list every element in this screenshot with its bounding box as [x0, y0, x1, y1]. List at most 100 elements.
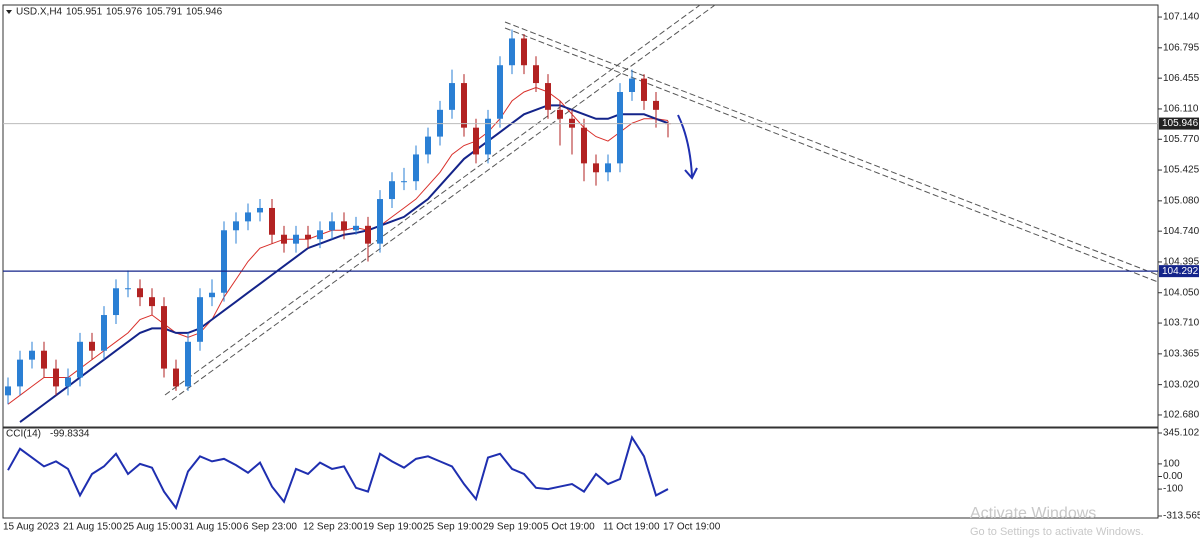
candle-body	[485, 118, 491, 155]
candle-body	[497, 65, 503, 119]
ohlc-open: 105.951	[66, 7, 103, 18]
candle-body	[473, 127, 479, 155]
candle-body	[389, 181, 395, 200]
y-tick-label: 104.740	[1163, 226, 1200, 237]
candle-body	[329, 221, 335, 231]
candle-body	[545, 83, 551, 110]
candle-body	[173, 368, 179, 387]
candle-body	[341, 221, 347, 231]
y-tick-label: 106.455	[1163, 73, 1200, 84]
x-tick-label: 6 Sep 23:00	[243, 522, 297, 533]
x-tick-label: 21 Aug 15:00	[63, 522, 122, 533]
candle-body	[605, 163, 611, 173]
candle-body	[113, 288, 119, 316]
candle-body	[557, 109, 563, 119]
x-tick-label: 11 Oct 19:00	[603, 522, 660, 533]
y-tick-label: 106.110	[1163, 104, 1199, 115]
candle-body	[89, 341, 95, 351]
candle-body	[533, 65, 539, 84]
candle-body	[401, 181, 407, 183]
y-tick-label: 345.102	[1163, 428, 1200, 439]
y-tick-label: 103.365	[1163, 348, 1200, 359]
cci-panel	[2, 427, 1159, 519]
x-tick-label: 25 Sep 19:00	[423, 522, 483, 533]
candle-body	[353, 225, 359, 231]
candle-body	[257, 207, 263, 213]
x-tick-label: 12 Sep 23:00	[303, 522, 363, 533]
candle-body	[281, 234, 287, 244]
watermark-subtitle: Go to Settings to activate Windows.	[970, 526, 1144, 538]
x-tick-label: 31 Aug 15:00	[183, 522, 242, 533]
cci-title: CCI(14)	[6, 429, 41, 440]
candle-body	[377, 199, 383, 244]
candle-body	[29, 350, 35, 360]
menu-icon[interactable]	[6, 10, 12, 14]
y-tick-label: 103.710	[1163, 318, 1200, 329]
candle-body	[581, 127, 587, 164]
y-tick-label: 107.140	[1163, 12, 1200, 23]
candle-body	[629, 78, 635, 92]
candle-body	[209, 292, 215, 298]
y-tick-label: 0.00	[1163, 471, 1183, 482]
y-tick-label: 100	[1163, 459, 1180, 470]
candle-body	[317, 230, 323, 240]
candle-body	[449, 83, 455, 110]
candle-body	[653, 100, 659, 110]
candle-body	[185, 341, 191, 387]
ohlc-close: 105.946	[186, 7, 223, 18]
y-tick-label: 105.770	[1163, 134, 1200, 145]
trend-line	[171, 4, 716, 401]
candle-body	[305, 234, 311, 240]
y-tick-label: 104.395	[1163, 257, 1200, 268]
symbol-title: USD.X,H4	[16, 7, 63, 18]
main-panel	[2, 4, 1159, 428]
candle-body	[149, 297, 155, 307]
x-tick-label: 29 Sep 19:00	[483, 522, 543, 533]
candle-body	[161, 306, 167, 369]
candle-body	[617, 91, 623, 164]
ohlc-low: 105.791	[146, 7, 183, 18]
x-tick-label: 19 Sep 19:00	[363, 522, 423, 533]
candle-body	[41, 350, 47, 369]
candle-body	[509, 38, 515, 66]
candle-body	[197, 297, 203, 342]
candle-body	[269, 207, 275, 235]
arrow	[677, 114, 698, 180]
candle-body	[5, 386, 11, 396]
x-tick-label: 17 Oct 19:00	[663, 522, 721, 533]
candle-body	[77, 341, 83, 378]
candle-body	[425, 136, 431, 155]
support-label-box	[1159, 265, 1199, 278]
candle-body	[413, 154, 419, 182]
y-tick-label: 104.050	[1163, 287, 1200, 298]
y-tick-label: 105.080	[1163, 195, 1200, 206]
candle-body	[641, 78, 647, 101]
ohlc-high: 105.976	[106, 7, 143, 18]
candle-body	[17, 359, 23, 387]
candle-body	[521, 38, 527, 66]
moving-average	[7, 86, 669, 405]
x-tick-label: 15 Aug 2023	[3, 522, 60, 533]
candle-body	[221, 230, 227, 293]
x-tick-label: 25 Aug 15:00	[123, 522, 182, 533]
candle-body	[53, 368, 59, 387]
y-tick-label: 105.425	[1163, 165, 1200, 176]
y-tick-label: -100	[1163, 484, 1183, 495]
y-tick-label: 102.680	[1163, 410, 1200, 421]
y-tick-label: -313.5658	[1163, 511, 1200, 522]
cci-line	[7, 435, 669, 511]
price-label-box	[1159, 117, 1199, 130]
candle-body	[245, 212, 251, 222]
candle-body	[101, 315, 107, 351]
candle-body	[137, 288, 143, 298]
candle-body	[233, 221, 239, 231]
watermark-title: Activate Windows	[970, 505, 1096, 522]
trend-line	[164, 4, 701, 396]
candle-body	[461, 83, 467, 128]
candle-body	[593, 163, 599, 173]
trend-lines	[164, 4, 1159, 401]
candle-body	[65, 377, 71, 387]
price-label: 105.946	[1162, 118, 1199, 129]
candle-body	[125, 288, 131, 290]
